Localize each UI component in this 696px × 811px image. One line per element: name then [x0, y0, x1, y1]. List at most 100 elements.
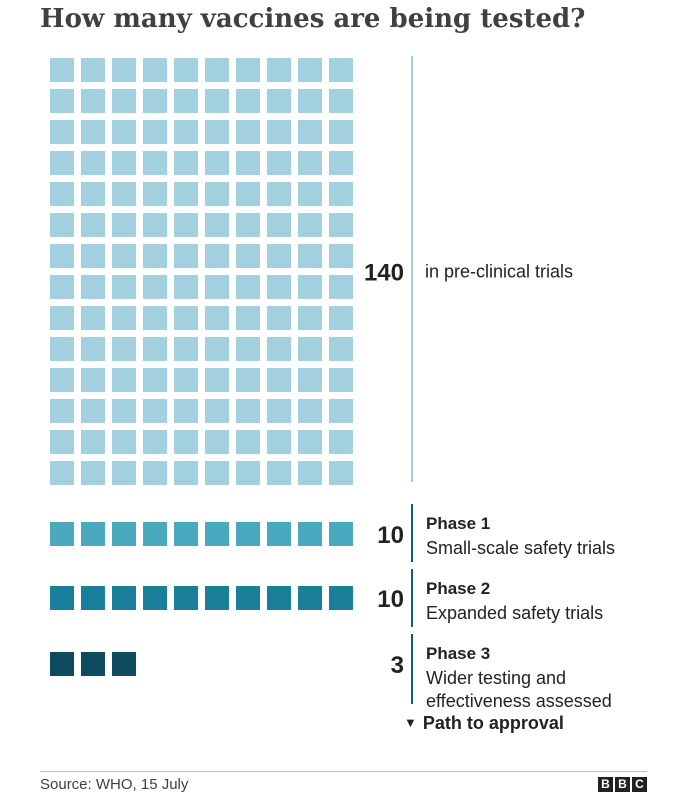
waffle-square	[81, 461, 105, 485]
phase-description: Expanded safety trials	[426, 603, 603, 623]
waffle-square	[112, 652, 136, 676]
waffle-square	[236, 89, 260, 113]
waffle-square	[174, 399, 198, 423]
waffle-square	[143, 244, 167, 268]
waffle-square	[143, 58, 167, 82]
waffle-square	[298, 522, 322, 546]
waffle-square	[267, 399, 291, 423]
waffle-square	[205, 306, 229, 330]
waffle-square	[267, 89, 291, 113]
waffle-square	[329, 306, 353, 330]
waffle-square	[298, 306, 322, 330]
waffle-square	[50, 461, 74, 485]
waffle-square	[174, 244, 198, 268]
waffle-square	[267, 244, 291, 268]
phase-name: Phase 1	[426, 514, 490, 533]
waffle-square	[81, 652, 105, 676]
waffle-square	[329, 58, 353, 82]
phase-description: effectiveness assessed	[426, 691, 612, 711]
waffle-square	[174, 522, 198, 546]
waffle-square	[236, 337, 260, 361]
waffle-square	[50, 213, 74, 237]
waffle-square	[174, 58, 198, 82]
waffle-square	[81, 151, 105, 175]
waffle-square	[112, 522, 136, 546]
waffle-square	[143, 89, 167, 113]
waffle-square	[174, 182, 198, 206]
waffle-square	[205, 430, 229, 454]
waffle-square	[329, 399, 353, 423]
waffle-square	[174, 120, 198, 144]
waffle-square	[329, 182, 353, 206]
waffle-square	[50, 368, 74, 392]
phase-name: Phase 3	[426, 644, 490, 663]
waffle-square	[174, 89, 198, 113]
source-note: Source: WHO, 15 July	[40, 776, 189, 793]
waffle-square	[298, 244, 322, 268]
waffle-square	[236, 151, 260, 175]
waffle-square	[81, 244, 105, 268]
phase-description: Wider testing and	[426, 668, 566, 688]
waffle-square	[267, 522, 291, 546]
waffle-square	[143, 430, 167, 454]
footer-divider	[40, 771, 647, 772]
waffle-square	[112, 182, 136, 206]
waffle-square	[298, 586, 322, 610]
bbc-logo: B B C	[598, 777, 647, 792]
waffle-square	[112, 586, 136, 610]
waffle-square	[174, 586, 198, 610]
waffle-square	[267, 368, 291, 392]
waffle-labels: 140 in pre-clinical trials 10 Phase 1 Small-…	[364, 56, 615, 711]
waffle-square	[205, 58, 229, 82]
waffle-square	[81, 522, 105, 546]
waffle-square	[81, 306, 105, 330]
waffle-square	[50, 306, 74, 330]
waffle-square	[267, 213, 291, 237]
waffle-square	[236, 120, 260, 144]
waffle-square	[112, 368, 136, 392]
waffle-square	[50, 244, 74, 268]
waffle-square	[112, 399, 136, 423]
waffle-square	[329, 430, 353, 454]
waffle-square	[174, 368, 198, 392]
waffle-square	[205, 275, 229, 299]
waffle-square	[143, 461, 167, 485]
waffle-square	[298, 275, 322, 299]
waffle-square	[236, 244, 260, 268]
waffle-square	[236, 58, 260, 82]
waffle-square	[205, 182, 229, 206]
waffle-square	[174, 430, 198, 454]
waffle-square	[81, 89, 105, 113]
waffle-square	[81, 213, 105, 237]
waffle-square	[143, 368, 167, 392]
waffle-square	[81, 120, 105, 144]
waffle-square	[267, 275, 291, 299]
waffle-square	[267, 306, 291, 330]
waffle-square	[205, 368, 229, 392]
waffle-square	[298, 89, 322, 113]
phase-description: Small-scale safety trials	[426, 538, 615, 558]
waffle-square	[329, 213, 353, 237]
waffle-square	[81, 337, 105, 361]
waffle-square	[174, 306, 198, 330]
waffle-square	[267, 337, 291, 361]
waffle-square	[81, 58, 105, 82]
waffle-square	[143, 213, 167, 237]
waffle-square	[112, 337, 136, 361]
waffle-square	[81, 368, 105, 392]
waffle-square	[298, 337, 322, 361]
waffle-square	[143, 522, 167, 546]
down-triangle-icon: ▼	[404, 715, 417, 730]
waffle-square	[50, 151, 74, 175]
waffle-square	[236, 399, 260, 423]
waffle-square	[50, 522, 74, 546]
waffle-square	[50, 58, 74, 82]
waffle-square	[174, 213, 198, 237]
waffle-square	[236, 213, 260, 237]
waffle-square	[205, 522, 229, 546]
waffle-square	[143, 306, 167, 330]
path-to-approval-label: Path to approval	[422, 713, 564, 733]
waffle-square	[112, 213, 136, 237]
waffle-square	[205, 89, 229, 113]
waffle-square	[112, 120, 136, 144]
